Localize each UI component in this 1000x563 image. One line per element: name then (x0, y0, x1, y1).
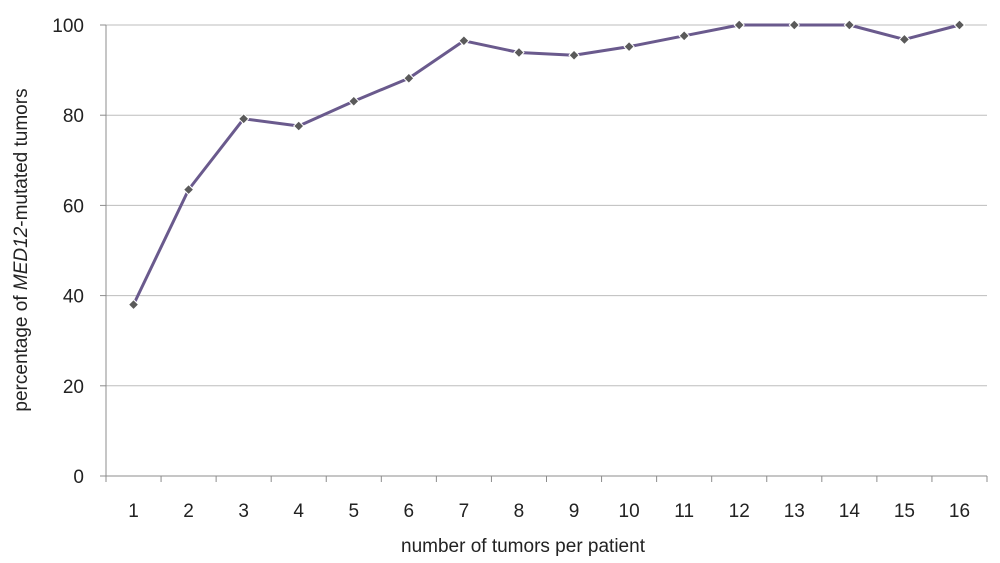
data-point-8 (513, 46, 525, 59)
x-axis-ticks: 1 2 3 4 5 6 7 8 9 10 11 12 13 14 15 16 (105, 476, 988, 522)
x-tick-label-8: 8 (514, 501, 525, 522)
x-tick-label-15: 15 (894, 501, 915, 522)
x-tick-label-2: 2 (183, 501, 194, 522)
y-axis-title-gene: MED12 (11, 226, 32, 290)
x-tick-label-4: 4 (293, 501, 304, 522)
y-axis-title-prefix: percentage of (11, 290, 32, 411)
data-point-2 (182, 183, 195, 196)
data-point-4 (293, 120, 305, 132)
y-axis-title-suffix: -mutated tumors (11, 88, 32, 226)
x-tick-label-9: 9 (569, 501, 580, 522)
y-tick-label-40: 40 (63, 287, 84, 308)
series-line-0 (132, 23, 960, 306)
y-tick-label-20: 20 (63, 377, 84, 398)
data-point-5 (348, 95, 360, 107)
x-tick-label-13: 13 (784, 501, 805, 522)
y-tick-label-0: 0 (73, 467, 84, 488)
data-point-3 (237, 113, 250, 125)
data-point-14 (843, 19, 856, 31)
data-point-6 (403, 72, 415, 84)
data-point-10 (623, 40, 635, 53)
x-tick-label-6: 6 (404, 501, 415, 522)
x-tick-label-3: 3 (238, 501, 249, 522)
y-axis-title: percentage of MED12-mutated tumors (11, 88, 32, 411)
y-tick-label-80: 80 (63, 106, 84, 127)
x-tick-label-16: 16 (949, 501, 970, 522)
x-tick-label-12: 12 (729, 501, 750, 522)
y-tick-label-100: 100 (52, 16, 84, 37)
x-tick-label-14: 14 (839, 501, 861, 522)
y-axis-ticks: 0 20 40 60 80 100 (52, 16, 106, 488)
x-tick-label-10: 10 (619, 501, 640, 522)
axes (105, 25, 987, 477)
x-tick-label-7: 7 (459, 501, 470, 522)
data-point-9 (568, 49, 580, 61)
data-point-16 (953, 19, 966, 31)
data-point-7 (458, 35, 470, 47)
data-point-13 (788, 19, 800, 31)
x-axis-title: number of tumors per patient (401, 536, 646, 557)
data-point-15 (898, 33, 911, 46)
data-point-11 (678, 30, 690, 42)
data-point-1 (127, 298, 140, 311)
x-tick-label-1: 1 (128, 501, 139, 522)
x-tick-label-5: 5 (348, 501, 359, 522)
y-tick-label-60: 60 (63, 196, 84, 217)
gridlines (106, 24, 987, 387)
x-tick-label-11: 11 (674, 501, 694, 522)
data-point-12 (733, 19, 745, 31)
series-layer (127, 19, 966, 311)
